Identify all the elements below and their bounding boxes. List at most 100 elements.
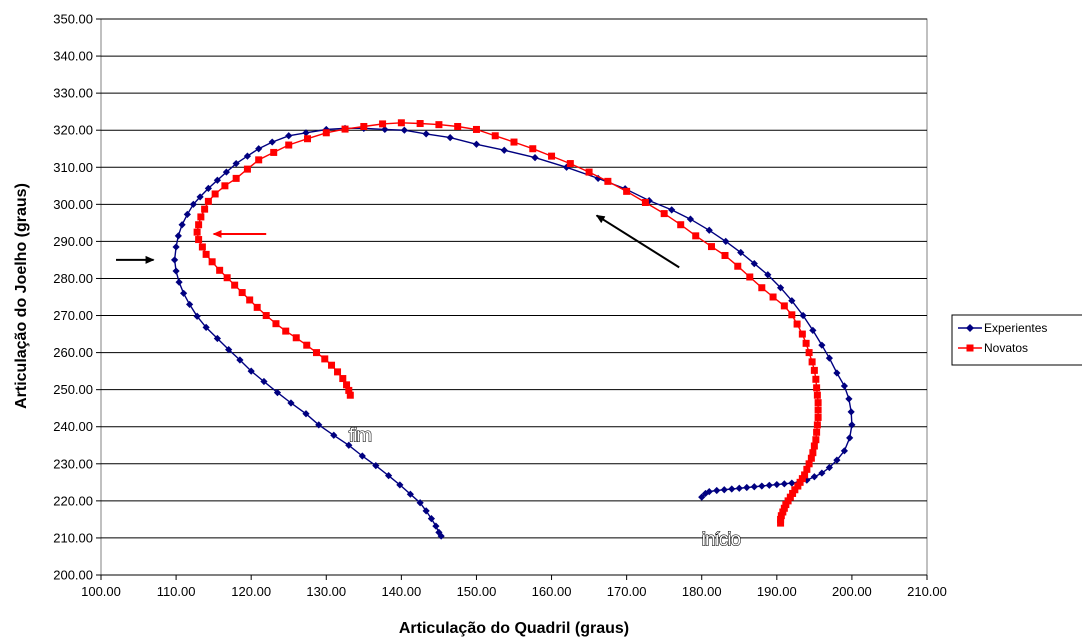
data-point-experientes xyxy=(345,441,353,449)
data-point-experientes xyxy=(531,154,539,162)
y-tick-label: 350.00 xyxy=(53,12,93,27)
data-point-novatos xyxy=(328,361,336,369)
data-point-experientes xyxy=(416,499,424,507)
data-point-experientes xyxy=(172,267,180,275)
data-point-novatos xyxy=(282,327,290,335)
arrow-layer xyxy=(116,214,680,269)
data-point-novatos xyxy=(777,519,785,527)
data-point-experientes xyxy=(764,271,772,279)
data-point-novatos xyxy=(204,197,212,205)
data-point-novatos xyxy=(195,236,203,244)
data-point-experientes xyxy=(243,152,252,160)
series-layer xyxy=(170,119,856,540)
data-point-novatos xyxy=(803,465,811,473)
y-tick-label: 200.00 xyxy=(53,568,93,583)
data-point-experientes xyxy=(225,346,233,354)
plot-area xyxy=(100,18,928,576)
data-point-experientes xyxy=(722,237,730,245)
data-point-experientes xyxy=(825,354,833,362)
data-point-novatos xyxy=(780,504,788,512)
data-point-novatos xyxy=(641,198,649,206)
data-point-novatos xyxy=(321,355,329,363)
data-point-novatos xyxy=(808,358,816,366)
y-tick-label: 260.00 xyxy=(53,345,93,360)
y-tick-label: 210.00 xyxy=(53,530,93,545)
y-tick-label: 310.00 xyxy=(53,160,93,175)
grid-lines xyxy=(101,18,927,576)
data-point-novatos xyxy=(454,122,462,130)
annotation-label: fim xyxy=(349,426,372,447)
data-point-experientes xyxy=(196,193,204,201)
data-point-experientes xyxy=(500,146,508,154)
legend-marker-diamond-icon xyxy=(966,324,974,332)
data-point-novatos xyxy=(221,182,229,190)
data-point-novatos xyxy=(208,258,216,266)
y-tick-label: 230.00 xyxy=(53,456,93,471)
data-point-experientes xyxy=(222,168,231,176)
data-point-novatos xyxy=(791,486,799,494)
data-point-experientes xyxy=(183,210,191,218)
data-point-experientes xyxy=(236,356,244,364)
data-point-experientes xyxy=(846,434,854,442)
data-point-novatos xyxy=(794,482,802,490)
data-point-experientes xyxy=(818,341,826,349)
x-tick-label: 210.00 xyxy=(907,584,947,599)
data-point-novatos xyxy=(201,205,209,213)
legend-label-novatos: Novatos xyxy=(984,341,1028,355)
data-point-experientes xyxy=(833,369,841,377)
data-point-novatos xyxy=(211,190,219,198)
data-point-novatos xyxy=(796,478,804,486)
data-point-novatos xyxy=(802,339,810,347)
data-point-novatos xyxy=(346,391,354,399)
data-point-experientes xyxy=(406,490,414,498)
y-tick-label: 280.00 xyxy=(53,271,93,286)
data-point-novatos xyxy=(780,302,788,310)
data-point-novatos xyxy=(660,210,668,218)
data-point-novatos xyxy=(472,125,480,133)
data-point-novatos xyxy=(232,174,240,182)
data-point-experientes xyxy=(720,486,728,494)
data-point-experientes xyxy=(174,232,182,240)
data-point-experientes xyxy=(170,256,179,264)
data-point-novatos xyxy=(223,274,231,282)
y-tick-label: 220.00 xyxy=(53,493,93,508)
x-axis-ticks: 100.00 110.00 120.00 130.00 140.00 150.00 160.… xyxy=(81,574,947,599)
data-point-experientes xyxy=(799,311,807,320)
legend-label-experientes: Experientes xyxy=(984,321,1047,335)
data-point-novatos xyxy=(707,243,715,251)
data-point-novatos xyxy=(779,508,787,516)
data-point-novatos xyxy=(798,330,806,338)
data-point-experientes xyxy=(255,145,263,153)
data-point-experientes xyxy=(788,479,796,487)
data-point-experientes xyxy=(189,200,197,208)
data-point-experientes xyxy=(594,174,602,182)
y-tick-label: 300.00 xyxy=(53,197,93,212)
data-point-novatos xyxy=(231,281,239,289)
data-point-experientes xyxy=(302,410,310,418)
data-point-novatos xyxy=(322,129,330,137)
data-point-experientes xyxy=(803,476,811,484)
data-point-novatos xyxy=(812,436,820,444)
data-point-experientes xyxy=(437,532,445,540)
data-point-novatos xyxy=(814,399,822,407)
x-tick-label: 110.00 xyxy=(157,584,196,599)
data-point-experientes xyxy=(809,326,817,334)
data-point-experientes xyxy=(833,456,841,464)
data-point-experientes xyxy=(735,484,743,492)
series-novatos xyxy=(193,119,822,527)
data-point-experientes xyxy=(247,367,255,375)
data-point-experientes xyxy=(713,486,721,495)
data-point-experientes xyxy=(847,408,855,416)
data-point-novatos xyxy=(360,122,368,130)
data-point-novatos xyxy=(216,266,224,274)
data-point-experientes xyxy=(422,507,430,515)
data-point-novatos xyxy=(345,386,353,394)
data-point-experientes xyxy=(818,469,826,477)
data-point-novatos xyxy=(623,187,631,195)
x-axis-title: Articulação do Quadril (graus) xyxy=(399,620,629,637)
data-point-experientes xyxy=(202,323,210,331)
data-point-experientes xyxy=(287,399,295,407)
data-point-experientes xyxy=(788,297,796,305)
data-point-novatos xyxy=(313,349,321,357)
data-point-experientes xyxy=(705,226,713,234)
